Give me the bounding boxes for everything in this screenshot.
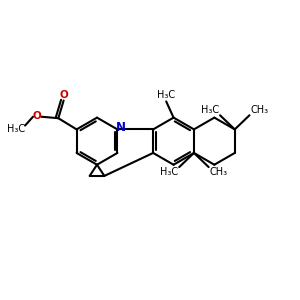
Text: H₃C: H₃C [7,124,25,134]
Text: CH₃: CH₃ [210,167,228,177]
Text: O: O [32,111,41,121]
Text: H₃C: H₃C [160,167,178,177]
Text: N: N [116,122,126,134]
Text: O: O [60,90,69,100]
Text: H₃C: H₃C [201,105,219,115]
Text: H₃C: H₃C [157,90,175,100]
Text: CH₃: CH₃ [251,105,269,115]
